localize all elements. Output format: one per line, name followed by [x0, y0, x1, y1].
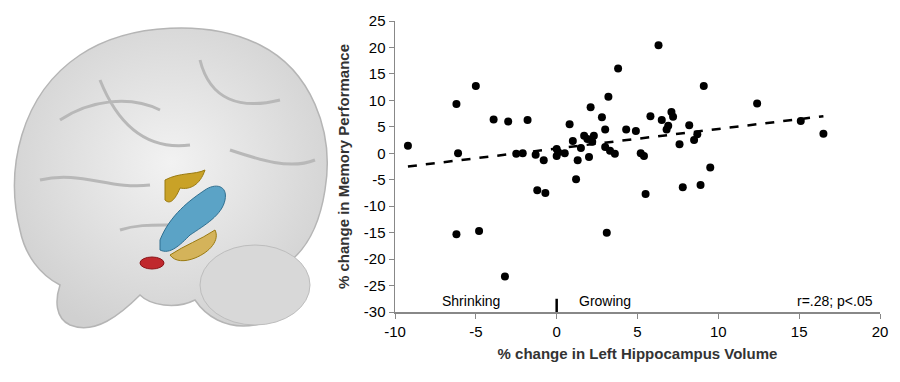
svg-text:-30: -30 [364, 303, 386, 320]
svg-text:% change in Memory Performance: % change in Memory Performance [335, 44, 352, 289]
svg-text:-15: -15 [364, 224, 386, 241]
svg-text:15: 15 [369, 65, 386, 82]
svg-text:Shrinking: Shrinking [442, 293, 500, 309]
svg-text:0: 0 [377, 145, 385, 162]
svg-text:10: 10 [710, 323, 727, 340]
svg-text:-10: -10 [384, 323, 406, 340]
svg-text:-25: -25 [364, 277, 386, 294]
svg-text:0: 0 [552, 323, 560, 340]
svg-text:-10: -10 [364, 197, 386, 214]
svg-text:5: 5 [377, 118, 385, 135]
svg-text:r=.28; p<.05: r=.28; p<.05 [797, 293, 873, 309]
svg-text:-20: -20 [364, 250, 386, 267]
svg-text:20: 20 [872, 323, 889, 340]
svg-text:10: 10 [369, 92, 386, 109]
svg-text:20: 20 [369, 39, 386, 56]
svg-text:-5: -5 [469, 323, 482, 340]
svg-text:% change in Left Hippocampus V: % change in Left Hippocampus Volume [498, 345, 778, 362]
svg-text:Growing: Growing [579, 293, 631, 309]
svg-text:25: 25 [369, 12, 386, 29]
svg-text:5: 5 [633, 323, 641, 340]
svg-text:15: 15 [791, 323, 808, 340]
svg-text:-5: -5 [372, 171, 385, 188]
